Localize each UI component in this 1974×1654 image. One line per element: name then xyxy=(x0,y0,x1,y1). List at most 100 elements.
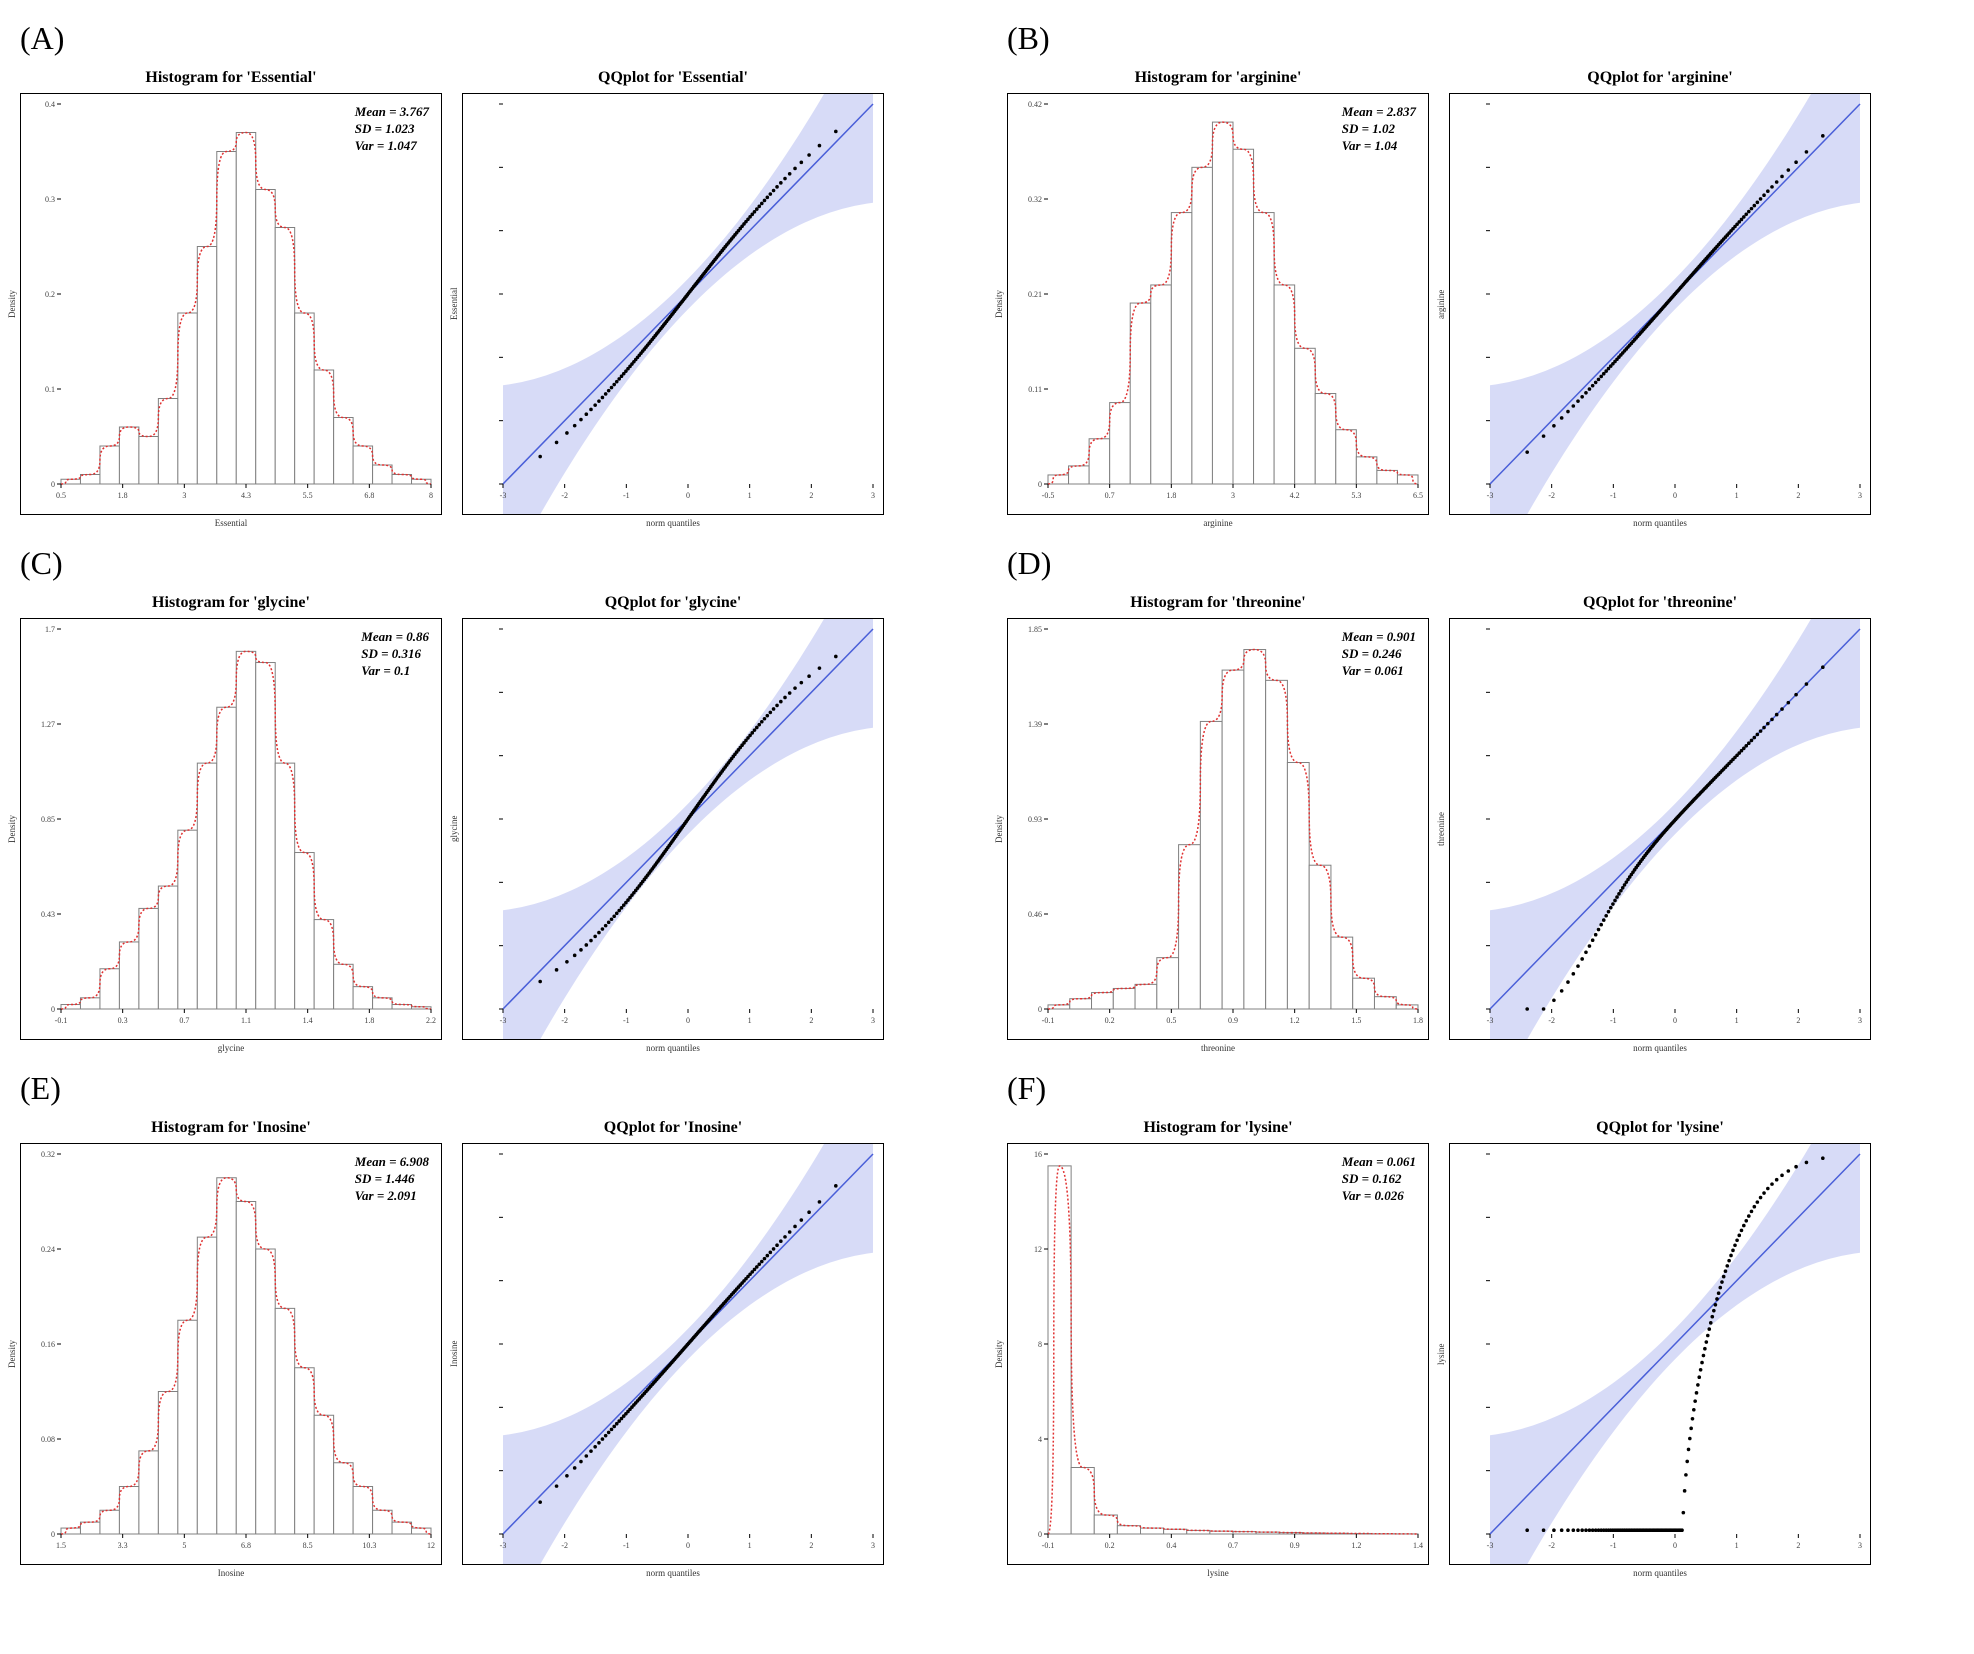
svg-text:1: 1 xyxy=(748,491,752,500)
svg-text:8.5: 8.5 xyxy=(303,1541,313,1550)
svg-text:0: 0 xyxy=(1673,1016,1677,1025)
svg-text:3.3: 3.3 xyxy=(118,1541,128,1550)
svg-text:2.2: 2.2 xyxy=(426,1016,436,1025)
panel-label: (A) xyxy=(20,20,967,57)
qqplot-ylabel: Inosine xyxy=(449,1144,459,1564)
svg-text:0.7: 0.7 xyxy=(179,1016,189,1025)
svg-text:3: 3 xyxy=(1858,1016,1862,1025)
svg-text:1.39: 1.39 xyxy=(1028,720,1042,729)
histogram-xlabel: glycine xyxy=(21,1043,441,1053)
svg-text:-0.1: -0.1 xyxy=(55,1016,68,1025)
qqplot-xlabel: norm quantiles xyxy=(463,518,883,528)
svg-text:1.7: 1.7 xyxy=(45,625,55,634)
svg-text:3: 3 xyxy=(871,1541,875,1550)
svg-text:10.3: 10.3 xyxy=(362,1541,376,1550)
svg-text:0.5: 0.5 xyxy=(1166,1016,1176,1025)
svg-text:1.8: 1.8 xyxy=(1413,1016,1423,1025)
svg-text:0.4: 0.4 xyxy=(1166,1541,1176,1550)
svg-text:3: 3 xyxy=(871,1016,875,1025)
svg-text:2: 2 xyxy=(1796,1016,1800,1025)
svg-text:-1: -1 xyxy=(623,1016,630,1025)
panel-label: (C) xyxy=(20,545,967,582)
histogram-stats: Mean = 6.908SD = 1.446Var = 2.091 xyxy=(355,1154,429,1205)
svg-text:1.4: 1.4 xyxy=(303,1016,313,1025)
svg-text:8: 8 xyxy=(429,491,433,500)
plot-pair: Histogram for 'glycine'-0.10.30.71.11.41… xyxy=(20,592,967,1040)
svg-text:3: 3 xyxy=(182,491,186,500)
svg-text:0.93: 0.93 xyxy=(1028,815,1042,824)
svg-text:0.7: 0.7 xyxy=(1228,1541,1238,1550)
svg-text:0.85: 0.85 xyxy=(41,815,55,824)
qqplot-xlabel: norm quantiles xyxy=(463,1043,883,1053)
svg-text:1: 1 xyxy=(748,1541,752,1550)
qqplot-title: QQplot for 'lysine' xyxy=(1449,1119,1871,1137)
svg-text:0.2: 0.2 xyxy=(1105,1016,1115,1025)
panel-e: (E)Histogram for 'Inosine'1.53.356.88.51… xyxy=(20,1070,967,1565)
panel-d: (D) Histogram for 'threonine' -0.1 0.2 0.5 0.… xyxy=(1007,545,1954,1040)
panel-label: (D) xyxy=(1007,545,1954,582)
plot-pair: Histogram for 'Inosine'1.53.356.88.510.3… xyxy=(20,1117,967,1565)
qqplot-xlabel: norm quantiles xyxy=(1450,518,1870,528)
svg-text:6.5: 6.5 xyxy=(1413,491,1423,500)
histogram-plot: -0.10.20.50.91.21.51.800.460.931.391.85M… xyxy=(1007,618,1429,1040)
svg-text:1: 1 xyxy=(1735,1016,1739,1025)
plot-pair: Histogram for 'threonine' -0.1 0.2 0.5 0.9 1.… xyxy=(1007,592,1954,1040)
svg-text:2: 2 xyxy=(809,1541,813,1550)
svg-text:-3: -3 xyxy=(1487,1016,1494,1025)
svg-text:0: 0 xyxy=(51,1005,55,1014)
qqplot-xlabel: norm quantiles xyxy=(463,1568,883,1578)
svg-text:0.9: 0.9 xyxy=(1228,1016,1238,1025)
svg-text:0: 0 xyxy=(1673,491,1677,500)
svg-text:0.42: 0.42 xyxy=(1028,100,1042,109)
svg-text:4.3: 4.3 xyxy=(241,491,251,500)
svg-text:1.5: 1.5 xyxy=(1351,1016,1361,1025)
svg-text:-3: -3 xyxy=(500,1016,507,1025)
histogram-stats: Mean = 2.837SD = 1.02Var = 1.04 xyxy=(1342,104,1416,155)
qqplot-plot: -3-2-10123norm quantilesEssential xyxy=(462,93,884,515)
figure-grid: (A)Histogram for 'Essential'0.51.834.35.… xyxy=(20,20,1954,1565)
qqplot-ylabel: glycine xyxy=(449,619,459,1039)
histogram-stats: Mean = 0.901SD = 0.246Var = 0.061 xyxy=(1342,629,1416,680)
svg-text:1.8: 1.8 xyxy=(364,1016,374,1025)
svg-text:16: 16 xyxy=(1034,1150,1042,1159)
histogram-ylabel: Density xyxy=(994,1144,1004,1564)
svg-text:-1: -1 xyxy=(1610,1541,1617,1550)
svg-text:-0.1: -0.1 xyxy=(1042,1016,1055,1025)
svg-text:0.32: 0.32 xyxy=(41,1150,55,1159)
histogram-title: Histogram for 'arginine' xyxy=(1007,69,1429,87)
svg-text:-2: -2 xyxy=(1548,491,1555,500)
svg-text:0.46: 0.46 xyxy=(1028,910,1042,919)
svg-text:1.2: 1.2 xyxy=(1351,1541,1361,1550)
svg-text:0.2: 0.2 xyxy=(45,290,55,299)
histogram-ylabel: Density xyxy=(994,619,1004,1039)
qqplot-plot: -3-2-10123norm quantilesthreonine xyxy=(1449,618,1871,1040)
svg-text:1: 1 xyxy=(748,1016,752,1025)
svg-text:0: 0 xyxy=(686,1541,690,1550)
histogram-title: Histogram for 'Inosine' xyxy=(20,1119,442,1137)
histogram-plot: 1.53.356.88.510.31200.080.160.240.32Mean… xyxy=(20,1143,442,1565)
svg-text:0.32: 0.32 xyxy=(1028,195,1042,204)
histogram-xlabel: arginine xyxy=(1008,518,1428,528)
qqplot-plot: -3-2-10123norm quantileslysine xyxy=(1449,1143,1871,1565)
histogram-xlabel: Essential xyxy=(21,518,441,528)
panel-f: (F)Histogram for 'lysine'-0.10.20.40.70.… xyxy=(1007,1070,1954,1565)
qqplot-ylabel: arginine xyxy=(1436,94,1446,514)
svg-text:-1: -1 xyxy=(1610,1016,1617,1025)
svg-text:4.2: 4.2 xyxy=(1290,491,1300,500)
svg-text:12: 12 xyxy=(1034,1245,1042,1254)
histogram-title: Histogram for 'threonine' xyxy=(1007,594,1429,612)
plot-pair: Histogram for 'lysine'-0.10.20.40.70.91.… xyxy=(1007,1117,1954,1565)
plot-pair: Histogram for 'arginine'-0.50.71.834.25.… xyxy=(1007,67,1954,515)
panel-c: (C)Histogram for 'glycine'-0.10.30.71.11… xyxy=(20,545,967,1040)
svg-text:0.5: 0.5 xyxy=(56,491,66,500)
qqplot-plot: -3-2-10123norm quantilesglycine xyxy=(462,618,884,1040)
svg-text:0.3: 0.3 xyxy=(45,195,55,204)
histogram-xlabel: lysine xyxy=(1008,1568,1428,1578)
svg-text:0: 0 xyxy=(1038,480,1042,489)
svg-text:-0.5: -0.5 xyxy=(1042,491,1055,500)
svg-text:0: 0 xyxy=(1038,1530,1042,1539)
svg-text:-1: -1 xyxy=(623,1541,630,1550)
histogram-xlabel: threonine xyxy=(1008,1043,1428,1053)
svg-text:1.8: 1.8 xyxy=(118,491,128,500)
svg-text:1.8: 1.8 xyxy=(1166,491,1176,500)
